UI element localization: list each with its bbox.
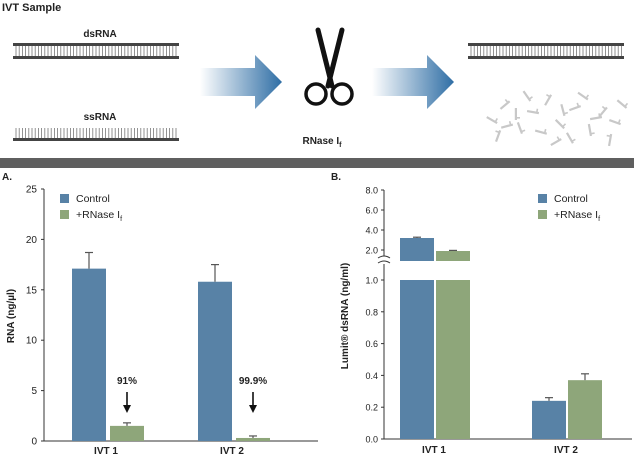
axis-break-icon xyxy=(377,255,391,264)
chart-a-error-bar xyxy=(211,264,219,282)
chart-a-legend-label-1: +RNase If xyxy=(76,209,122,223)
chart-a-bar-control-1 xyxy=(72,268,106,441)
chart-b-bar-rnase-1 xyxy=(436,251,470,439)
chart-b-bar-control-2 xyxy=(532,400,566,439)
chart-a-annotation: 91% xyxy=(117,376,137,387)
chart-b-ytick-label: 0.2 xyxy=(365,403,378,413)
chart-a-legend: Control +RNase If xyxy=(60,193,122,223)
chart-b-xtick-label: IVT 2 xyxy=(554,445,578,456)
chart-b-legend-label-0: Control xyxy=(554,193,588,205)
chart-a-annotation: 99.9% xyxy=(239,376,267,387)
chart-a-ylabel: RNA (ng/µl) xyxy=(6,289,17,343)
chart-b-ytick-label: 1.0 xyxy=(365,276,378,286)
chart-b-ytick-label: 0.6 xyxy=(365,339,378,349)
chart-b-bar-control-1 xyxy=(400,238,434,439)
ssrna-label: ssRNA xyxy=(84,112,117,123)
chart-b-ytick-label: 8.0 xyxy=(365,186,378,196)
chart-b: B. Lumit® dsRNA (ng/ml) 0.0 0.2 0.4 0.6 0.8 1… xyxy=(331,172,632,456)
chart-a-panel-label: A. xyxy=(2,172,12,183)
process-arrow-1 xyxy=(200,55,282,109)
chart-b-error-bar xyxy=(581,373,589,381)
ssrna-fragments xyxy=(486,90,629,147)
chart-b-legend-label-1: +RNase If xyxy=(554,209,600,223)
chart-b-error-bar xyxy=(449,249,457,251)
chart-a-bar-rnase-1 xyxy=(110,425,144,441)
chart-b-legend-swatch-0 xyxy=(538,194,547,203)
schematic-title: IVT Sample xyxy=(2,2,61,14)
rnase-label: RNase If xyxy=(302,136,342,149)
chart-b-legend: Control +RNase If xyxy=(538,193,600,223)
chart-b-ylabel: Lumit® dsRNA (ng/ml) xyxy=(340,263,351,369)
chart-b-legend-swatch-1 xyxy=(538,210,547,219)
dsrna-label: dsRNA xyxy=(83,29,116,40)
chart-a-legend-swatch-1 xyxy=(60,210,69,219)
chart-b-ytick-label: 4.0 xyxy=(365,226,378,236)
chart-a-legend-swatch-0 xyxy=(60,194,69,203)
process-arrow-2 xyxy=(372,55,454,109)
result-dsrna-strand xyxy=(468,43,624,59)
chart-a-xtick-label: IVT 2 xyxy=(220,446,244,456)
chart-a-ytick-label: 25 xyxy=(26,185,38,196)
dsrna-strand xyxy=(13,43,179,59)
chart-a-bar-rnase-2 xyxy=(236,437,270,441)
ssrna-strand xyxy=(13,128,179,141)
chart-b-ytick-label: 0.0 xyxy=(365,435,378,445)
chart-a-ytick-label: 0 xyxy=(31,437,37,448)
chart-a-error-bar xyxy=(249,435,257,438)
divider-bar xyxy=(0,158,634,168)
down-arrow-icon xyxy=(249,392,257,413)
chart-b-ytick-label: 0.8 xyxy=(365,307,378,317)
chart-b-error-bar xyxy=(545,397,553,401)
chart-b-error-bar xyxy=(413,236,421,238)
chart-a-xtick-label: IVT 1 xyxy=(94,446,118,456)
chart-a: A. RNA (ng/µl) 0 5 10 15 20 25 IVT 1 IVT 2 91% 9… xyxy=(2,172,318,456)
chart-a-ytick-label: 15 xyxy=(26,285,38,296)
chart-a-ytick-label: 5 xyxy=(31,386,37,397)
chart-b-ytick-label: 0.4 xyxy=(365,371,378,381)
chart-b-ytick-label: 6.0 xyxy=(365,206,378,216)
schematic: IVT Sample dsRNA ssRNA xyxy=(2,2,629,149)
chart-a-ytick-label: 20 xyxy=(26,235,38,246)
chart-b-panel-label: B. xyxy=(331,172,341,183)
scissors-icon xyxy=(304,27,354,106)
chart-a-error-bar xyxy=(123,422,131,426)
chart-a-error-bar xyxy=(85,251,93,269)
chart-a-legend-label-0: Control xyxy=(76,193,110,205)
chart-b-bar-rnase-2 xyxy=(568,380,602,439)
chart-b-xtick-label: IVT 1 xyxy=(422,445,446,456)
chart-a-ytick-label: 10 xyxy=(26,336,38,347)
chart-a-bar-control-2 xyxy=(198,281,232,441)
chart-b-ytick-label: 2.0 xyxy=(365,246,378,256)
down-arrow-icon xyxy=(123,392,131,413)
